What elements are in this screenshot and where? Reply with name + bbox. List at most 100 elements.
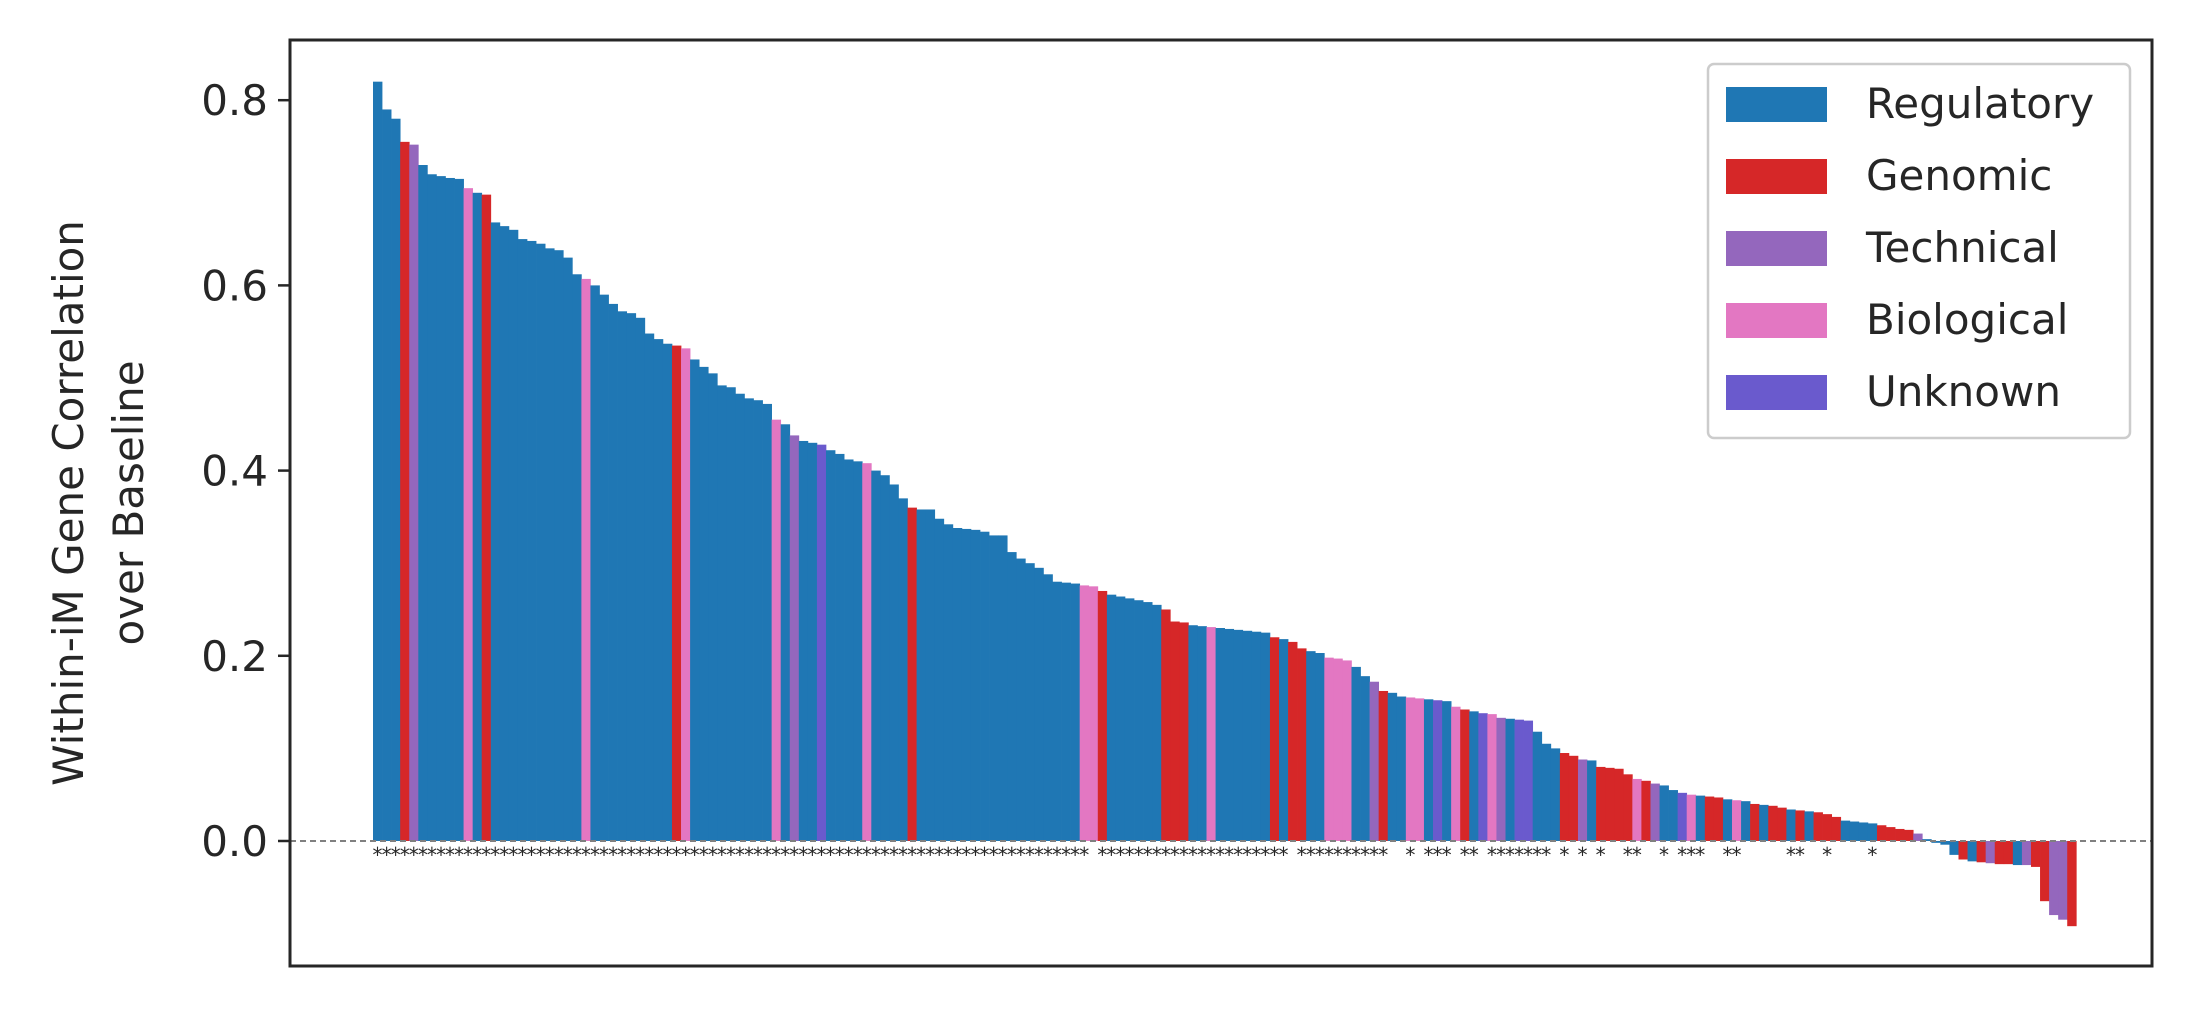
- bar-genomic: [1895, 828, 1905, 841]
- bar-genomic: [1460, 709, 1470, 841]
- significance-marker: *: [1433, 843, 1443, 867]
- significance-marker: *: [1532, 843, 1542, 867]
- significance-marker: *: [436, 843, 446, 867]
- significance-marker: *: [1143, 843, 1153, 867]
- bar-genomic: [1831, 816, 1842, 841]
- bar-regulatory: [536, 243, 546, 841]
- bar-genomic: [1768, 805, 1778, 841]
- significance-marker: *: [617, 843, 627, 867]
- bar-regulatory: [1197, 626, 1207, 841]
- significance-marker: *: [590, 843, 600, 867]
- significance-marker: *: [1442, 843, 1452, 867]
- bar-regulatory: [1043, 574, 1053, 841]
- significance-marker: *: [699, 843, 709, 867]
- bar-regulatory: [1279, 639, 1289, 841]
- significance-marker: *: [1097, 843, 1107, 867]
- significance-marker: *: [472, 843, 482, 867]
- significance-marker: *: [1215, 843, 1225, 867]
- bar-biological: [1324, 657, 1334, 841]
- bar-regulatory: [1387, 692, 1398, 841]
- bar-genomic: [1713, 797, 1724, 841]
- bar-regulatory: [1423, 699, 1434, 841]
- significance-marker: *: [1496, 843, 1506, 867]
- significance-marker: *: [1043, 843, 1053, 867]
- significance-markers: * * * * * * * * * * * * * * * * * * * * * * * * * * * * * * * * * * * * * * * *…: [373, 843, 1878, 867]
- bar-genomic: [1297, 648, 1307, 841]
- significance-marker: *: [1106, 843, 1116, 867]
- bar-regulatory: [1106, 594, 1117, 841]
- significance-marker: *: [599, 843, 609, 867]
- legend-swatch-regulatory: [1726, 87, 1827, 122]
- significance-marker: *: [835, 843, 845, 867]
- significance-marker: *: [961, 843, 971, 867]
- significance-marker: *: [880, 843, 890, 867]
- significance-marker: *: [1469, 843, 1479, 867]
- significance-marker: *: [1333, 843, 1343, 867]
- bar-regulatory: [1922, 839, 1932, 841]
- bar-regulatory: [826, 450, 836, 841]
- significance-marker: *: [826, 843, 836, 867]
- bar-regulatory: [1949, 840, 1959, 855]
- significance-marker: *: [970, 843, 980, 867]
- significance-marker: *: [1369, 843, 1379, 867]
- bar-regulatory: [599, 294, 609, 841]
- bar-regulatory: [1007, 552, 1017, 841]
- bar-genomic: [2040, 840, 2050, 902]
- bar-regulatory: [1034, 567, 1044, 841]
- significance-marker: *: [1822, 843, 1832, 867]
- bar-regulatory: [373, 81, 383, 841]
- significance-marker: *: [1007, 843, 1017, 867]
- bar-regulatory: [626, 313, 637, 841]
- significance-marker: *: [798, 843, 808, 867]
- bar-regulatory: [798, 440, 809, 841]
- bar-regulatory: [427, 174, 437, 841]
- significance-marker: *: [789, 843, 799, 867]
- bar-regulatory: [1786, 809, 1796, 841]
- significance-marker: *: [907, 843, 917, 867]
- bar-regulatory: [1867, 823, 1878, 841]
- bar-regulatory: [1541, 743, 1552, 841]
- y-axis-label: Within-iM Gene Correlation over Baseline: [44, 220, 153, 786]
- bar-genomic: [1623, 774, 1633, 841]
- bar-regulatory: [590, 285, 600, 841]
- significance-marker: *: [400, 843, 410, 867]
- significance-marker: *: [527, 843, 537, 867]
- bar-genomic: [1641, 780, 1651, 841]
- significance-marker: *: [1867, 843, 1877, 867]
- bar-biological: [1079, 585, 1090, 841]
- significance-marker: *: [889, 843, 899, 867]
- bar-technical: [409, 144, 419, 841]
- significance-marker: *: [1061, 843, 1071, 867]
- bar-regulatory: [780, 424, 791, 841]
- y-tick-label: 0.2: [201, 632, 268, 681]
- y-tick-label: 0.6: [201, 261, 268, 310]
- plot-frame: [288, 38, 2154, 968]
- bar-regulatory: [1741, 801, 1751, 841]
- bar-biological: [771, 419, 782, 841]
- bar-regulatory: [1315, 653, 1325, 841]
- significance-marker: *: [1070, 843, 1080, 867]
- significance-marker: *: [1260, 843, 1270, 867]
- bar-genomic: [1795, 810, 1805, 841]
- legend-swatch-technical: [1726, 231, 1827, 266]
- bar-regulatory: [490, 222, 501, 841]
- legend-label-regulatory: Regulatory: [1866, 79, 2094, 128]
- bar-genomic: [1813, 812, 1823, 841]
- bar-genomic: [1777, 807, 1787, 841]
- bar-regulatory: [880, 475, 890, 841]
- bar-regulatory: [807, 442, 818, 841]
- bar-regulatory: [572, 274, 582, 841]
- significance-marker: *: [853, 843, 863, 867]
- significance-marker: *: [581, 843, 591, 867]
- significance-marker: *: [952, 843, 962, 867]
- significance-marker: *: [1423, 843, 1433, 867]
- bar-genomic: [907, 507, 917, 841]
- significance-marker: *: [1795, 843, 1805, 867]
- bar-regulatory: [744, 398, 754, 841]
- bar-technical: [2049, 840, 2059, 916]
- bar-regulatory: [527, 240, 537, 841]
- bar-regulatory: [1840, 820, 1851, 841]
- bar-regulatory: [1967, 840, 1977, 862]
- significance-marker: *: [807, 843, 817, 867]
